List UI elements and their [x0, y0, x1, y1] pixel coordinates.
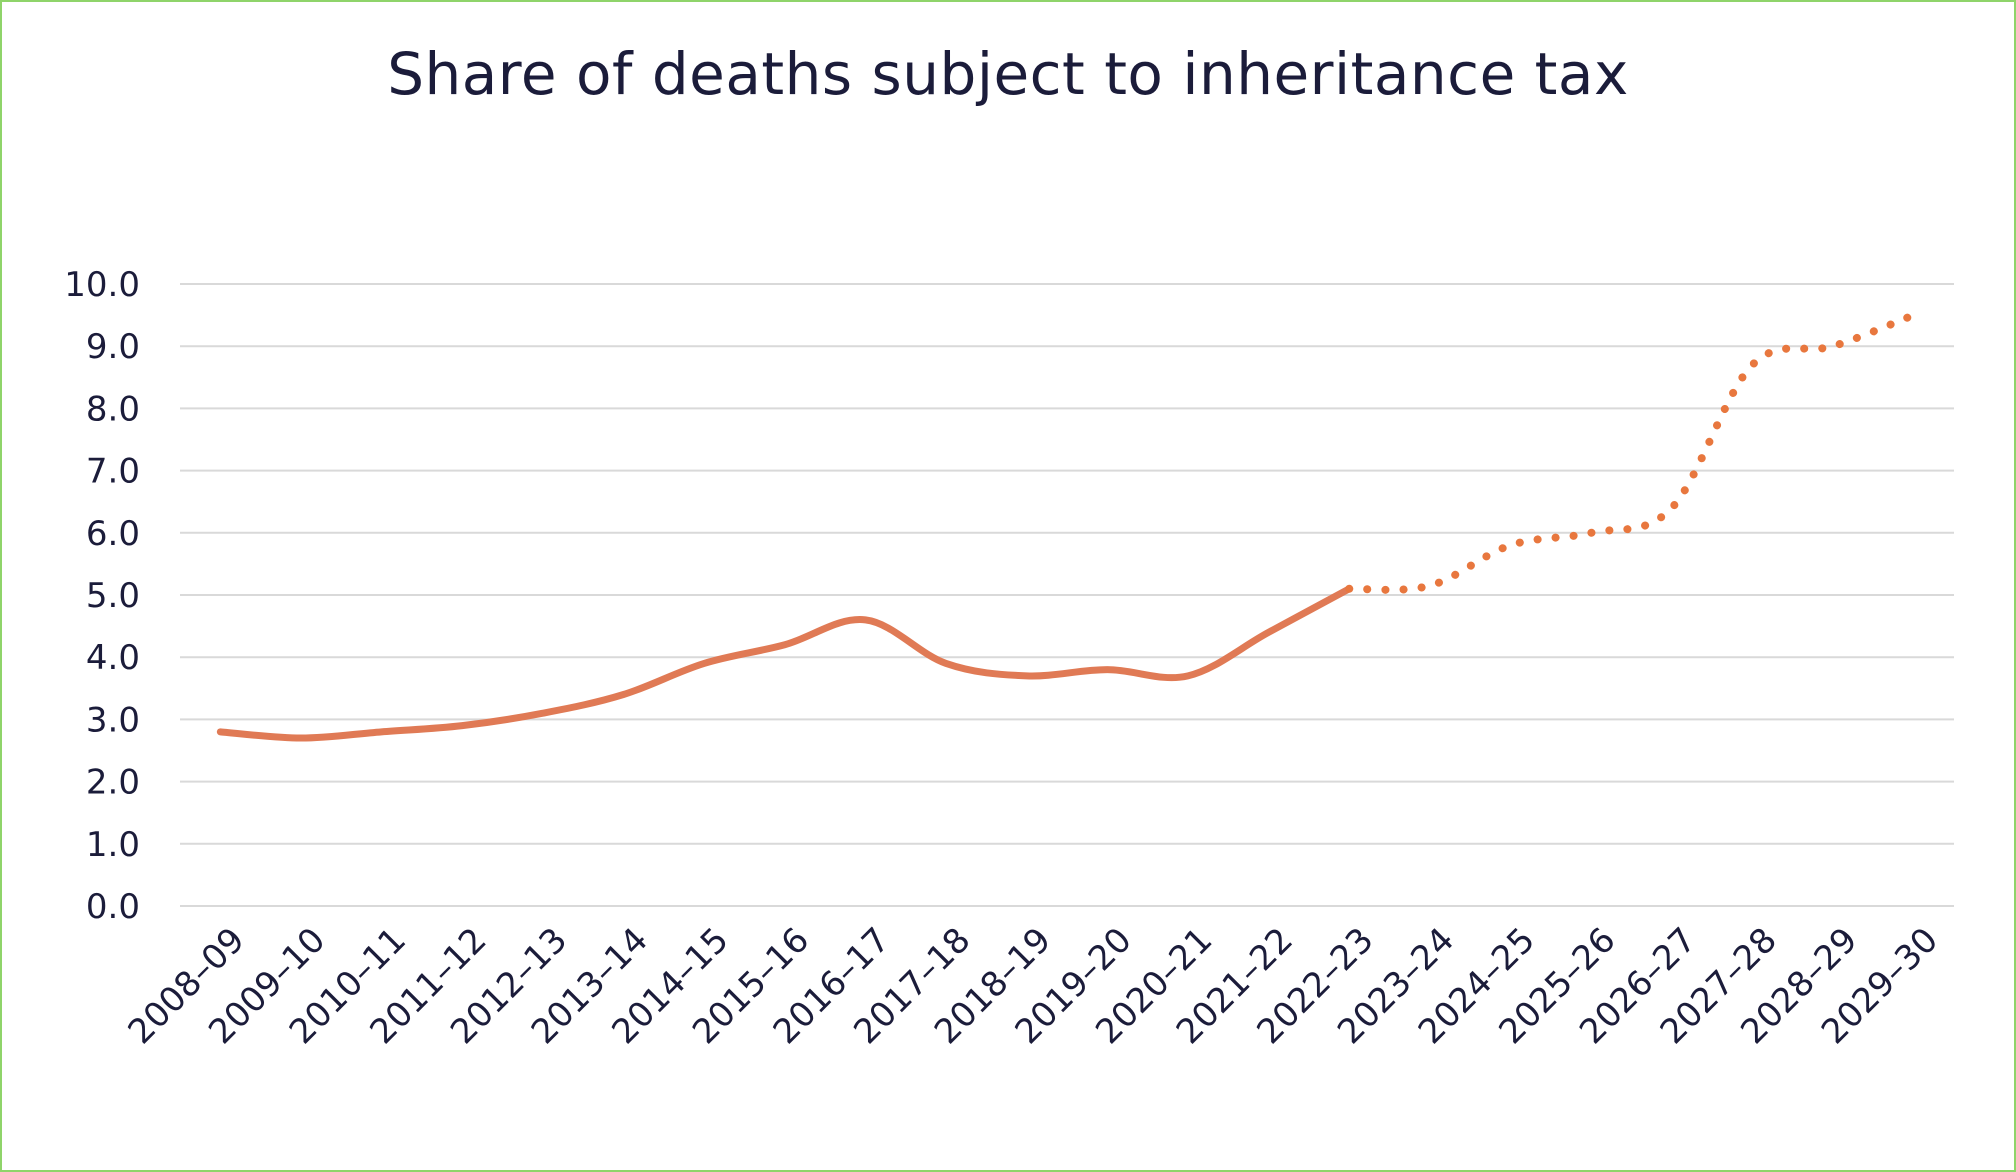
y-tick-label: 5.0 [86, 576, 140, 616]
y-tick-label: 7.0 [86, 452, 140, 492]
projection-series-line [1345, 311, 1918, 594]
y-tick-label: 2.0 [86, 763, 140, 803]
chart-title: Share of deaths subject to inheritance t… [387, 40, 1629, 108]
y-tick-label: 9.0 [86, 327, 140, 367]
y-tick-label: 8.0 [86, 389, 140, 429]
y-tick-label: 1.0 [86, 825, 140, 865]
y-tick-label: 6.0 [86, 514, 140, 554]
y-tick-label: 3.0 [86, 700, 140, 740]
y-tick-label: 0.0 [86, 887, 140, 927]
y-tick-label: 4.0 [86, 638, 140, 678]
y-tick-label: 10.0 [64, 265, 140, 305]
actual-series-line [216, 585, 1353, 742]
